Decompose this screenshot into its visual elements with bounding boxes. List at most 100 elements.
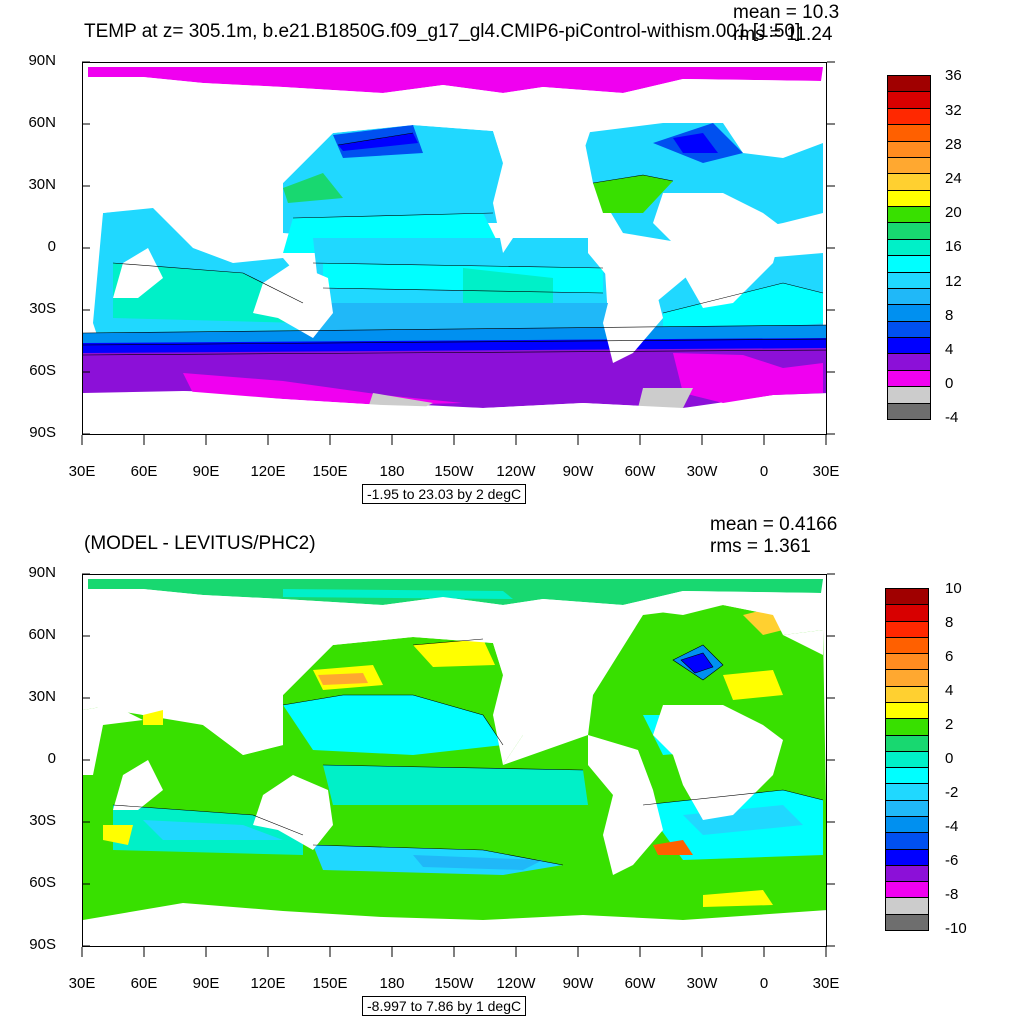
colorbar-cell — [885, 734, 929, 752]
colorbar-label: -4 — [945, 818, 959, 835]
lat-label: 90N — [28, 52, 56, 69]
colorbar-cell — [887, 353, 931, 371]
colorbar-label: 8 — [945, 614, 954, 631]
colorbar-label: 12 — [945, 273, 962, 290]
colorbar-cell — [887, 287, 931, 306]
colorbar-cell — [885, 913, 929, 931]
colorbar-label: 2 — [945, 716, 954, 733]
colorbar-cell — [885, 848, 929, 866]
lon-label: 30E — [812, 975, 840, 992]
lon-label: 30E — [812, 463, 840, 480]
colorbar-cell — [887, 337, 931, 355]
lat-label: 60N — [28, 626, 56, 643]
lon-label: 150E — [312, 975, 348, 992]
lat-label: 0 — [47, 238, 56, 255]
lon-label: 150E — [312, 463, 348, 480]
lat-label: 90S — [29, 936, 56, 953]
colorbar-label: 24 — [945, 170, 962, 187]
lon-label: 150W — [434, 975, 474, 992]
plot-title: (MODEL - LEVITUS/PHC2) — [84, 533, 316, 554]
colorbar-cell — [885, 816, 929, 834]
lon-label: 180 — [379, 463, 405, 480]
colorbar-label: -2 — [945, 784, 959, 801]
colorbar-cell — [885, 864, 929, 883]
colorbar-cell — [887, 107, 931, 126]
colorbar-cell — [887, 320, 931, 339]
lon-label: 0 — [759, 463, 769, 480]
lat-label: 60N — [28, 114, 56, 131]
lat-label: 0 — [47, 750, 56, 767]
rms-value: rms = 1.361 — [710, 536, 811, 557]
colorbar-label: 4 — [945, 682, 954, 699]
colorbar-cell — [885, 604, 929, 622]
colorbar-cell — [885, 881, 929, 899]
colorbar-cell — [885, 588, 929, 606]
lon-label: 180 — [379, 975, 405, 992]
colorbar-cell — [885, 799, 929, 817]
colorbar-label: 20 — [945, 204, 962, 221]
colorbar-label: 36 — [945, 67, 962, 84]
lat-label: 30S — [29, 812, 56, 829]
colorbar-label: 32 — [945, 102, 962, 119]
colorbar-cell — [885, 767, 929, 785]
colorbar-cell — [885, 685, 929, 703]
mean-value: mean = 10.3 — [733, 2, 840, 23]
lon-label: 150W — [434, 463, 474, 480]
lon-label: 30W — [686, 463, 718, 480]
lon-label: 90E — [192, 975, 220, 992]
colorbar-label: 6 — [945, 648, 954, 665]
colorbar-cell — [885, 702, 929, 720]
lon-label: 60E — [130, 975, 158, 992]
lon-label: 120E — [250, 975, 286, 992]
colorbar-cell — [887, 222, 931, 240]
temperature-map — [83, 63, 826, 434]
colorbar-label: -8 — [945, 886, 959, 903]
map-frame — [82, 574, 827, 947]
lat-label: 60S — [29, 362, 56, 379]
contour-lines — [83, 132, 826, 356]
difference-map — [83, 575, 826, 946]
colorbar-cell — [887, 91, 931, 109]
colorbar-label: 10 — [945, 580, 962, 597]
axis-ticks — [81, 61, 835, 445]
colorbar-label: 4 — [945, 341, 954, 358]
contour-range-label: -1.95 to 23.03 by 2 degC — [362, 484, 527, 504]
colorbar — [887, 75, 931, 420]
rms-value: rms = 11.24 — [733, 24, 833, 45]
plot-title: TEMP at z= 305.1m, b.e21.B1850G.f09_g17_… — [84, 21, 801, 42]
lat-label: 90S — [29, 424, 56, 441]
colorbar-cell — [887, 238, 931, 257]
colorbar-cell — [887, 189, 931, 208]
mean-value: mean = 0.4166 — [710, 514, 838, 535]
colorbar-label: 28 — [945, 136, 962, 153]
colorbar-cell — [887, 140, 931, 158]
colorbar-cell — [887, 75, 931, 93]
colorbar-cell — [885, 636, 929, 655]
contour-lines — [112, 638, 824, 866]
lon-label: 30E — [68, 975, 96, 992]
colorbar-cell — [887, 386, 931, 404]
colorbar-cell — [885, 832, 929, 850]
colorbar-cell — [887, 206, 931, 224]
map-frame — [82, 62, 827, 435]
lon-label: 90W — [562, 975, 594, 992]
lat-label: 30N — [28, 176, 56, 193]
colorbar-cell — [885, 897, 929, 915]
colorbar-cell — [885, 783, 929, 801]
colorbar-cell — [887, 124, 931, 142]
colorbar-cell — [887, 304, 931, 322]
axis-ticks — [81, 573, 835, 957]
colorbar-label: 0 — [945, 375, 954, 392]
colorbar-label: -10 — [945, 920, 967, 937]
colorbar-cell — [887, 271, 931, 289]
colorbar-label: 8 — [945, 307, 954, 324]
lon-label: 90E — [192, 463, 220, 480]
colorbar-cell — [885, 669, 929, 687]
colorbar-cell — [887, 369, 931, 388]
lon-label: 60W — [624, 463, 656, 480]
colorbar-cell — [885, 718, 929, 736]
lon-label: 0 — [759, 975, 769, 992]
lon-label: 60W — [624, 975, 656, 992]
lon-label: 120W — [496, 463, 536, 480]
colorbar-cell — [887, 173, 931, 191]
